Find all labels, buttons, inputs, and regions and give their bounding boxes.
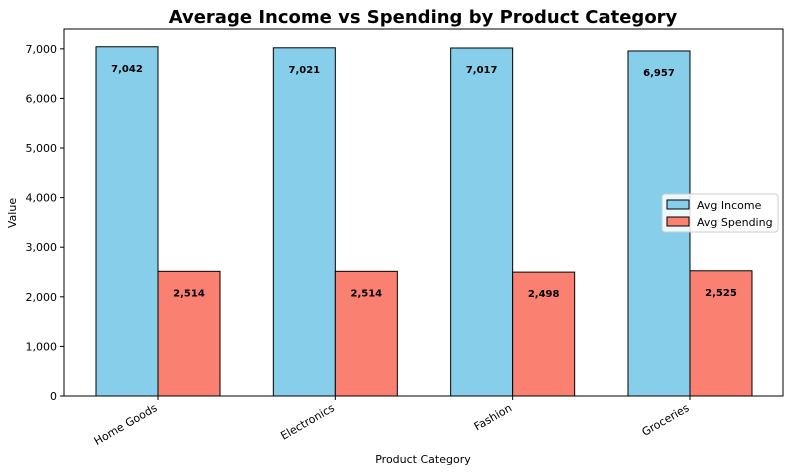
chart-title: Average Income vs Spending by Product Ca… xyxy=(169,7,678,28)
x-axis-label: Product Category xyxy=(375,453,471,466)
legend-label: Avg Income xyxy=(697,199,762,212)
y-tick-label: 5,000 xyxy=(26,142,58,155)
bar-spending-2 xyxy=(512,271,576,397)
bar-value-label: 7,042 xyxy=(111,64,143,75)
x-tick-label: Electronics xyxy=(278,401,337,442)
x-tick-label: Fashion xyxy=(472,401,514,433)
bar-value-label: 2,498 xyxy=(528,289,560,300)
y-tick-label: 0 xyxy=(50,390,57,403)
legend-swatch xyxy=(666,216,690,227)
bar-spending-3 xyxy=(689,270,753,397)
y-tick-label: 6,000 xyxy=(26,92,58,105)
plot-frame xyxy=(63,28,784,397)
bar-income-1 xyxy=(272,47,336,397)
plot-area: 7,042 2,514 Home Goods 7,021 2,514 Electronic… xyxy=(26,28,784,448)
bar-value-label: 2,525 xyxy=(705,288,737,299)
legend-swatch xyxy=(666,199,690,210)
y-tick-label: 1,000 xyxy=(26,340,58,353)
bar-value-label: 7,021 xyxy=(289,65,321,76)
y-axis-label: Value xyxy=(6,198,19,228)
legend-box xyxy=(661,193,779,233)
x-tick-label: Groceries xyxy=(640,401,692,439)
bar-value-label: 2,514 xyxy=(173,288,205,299)
bar-value-label: 7,017 xyxy=(466,65,498,76)
y-tick-label: 7,000 xyxy=(26,43,58,56)
bar-spending-0 xyxy=(157,270,221,397)
bar-income-0 xyxy=(95,46,159,397)
y-tick-label: 2,000 xyxy=(26,291,58,304)
y-tick-label: 4,000 xyxy=(26,192,58,205)
bar-value-label: 6,957 xyxy=(643,68,675,79)
legend-label: Avg Spending xyxy=(697,216,773,229)
x-tick-label: Home Goods xyxy=(92,401,160,448)
bar-value-label: 2,514 xyxy=(351,288,383,299)
y-tick-label: 3,000 xyxy=(26,241,58,254)
bar-income-2 xyxy=(450,47,514,397)
legend: Avg Income Avg Spending xyxy=(661,193,779,233)
